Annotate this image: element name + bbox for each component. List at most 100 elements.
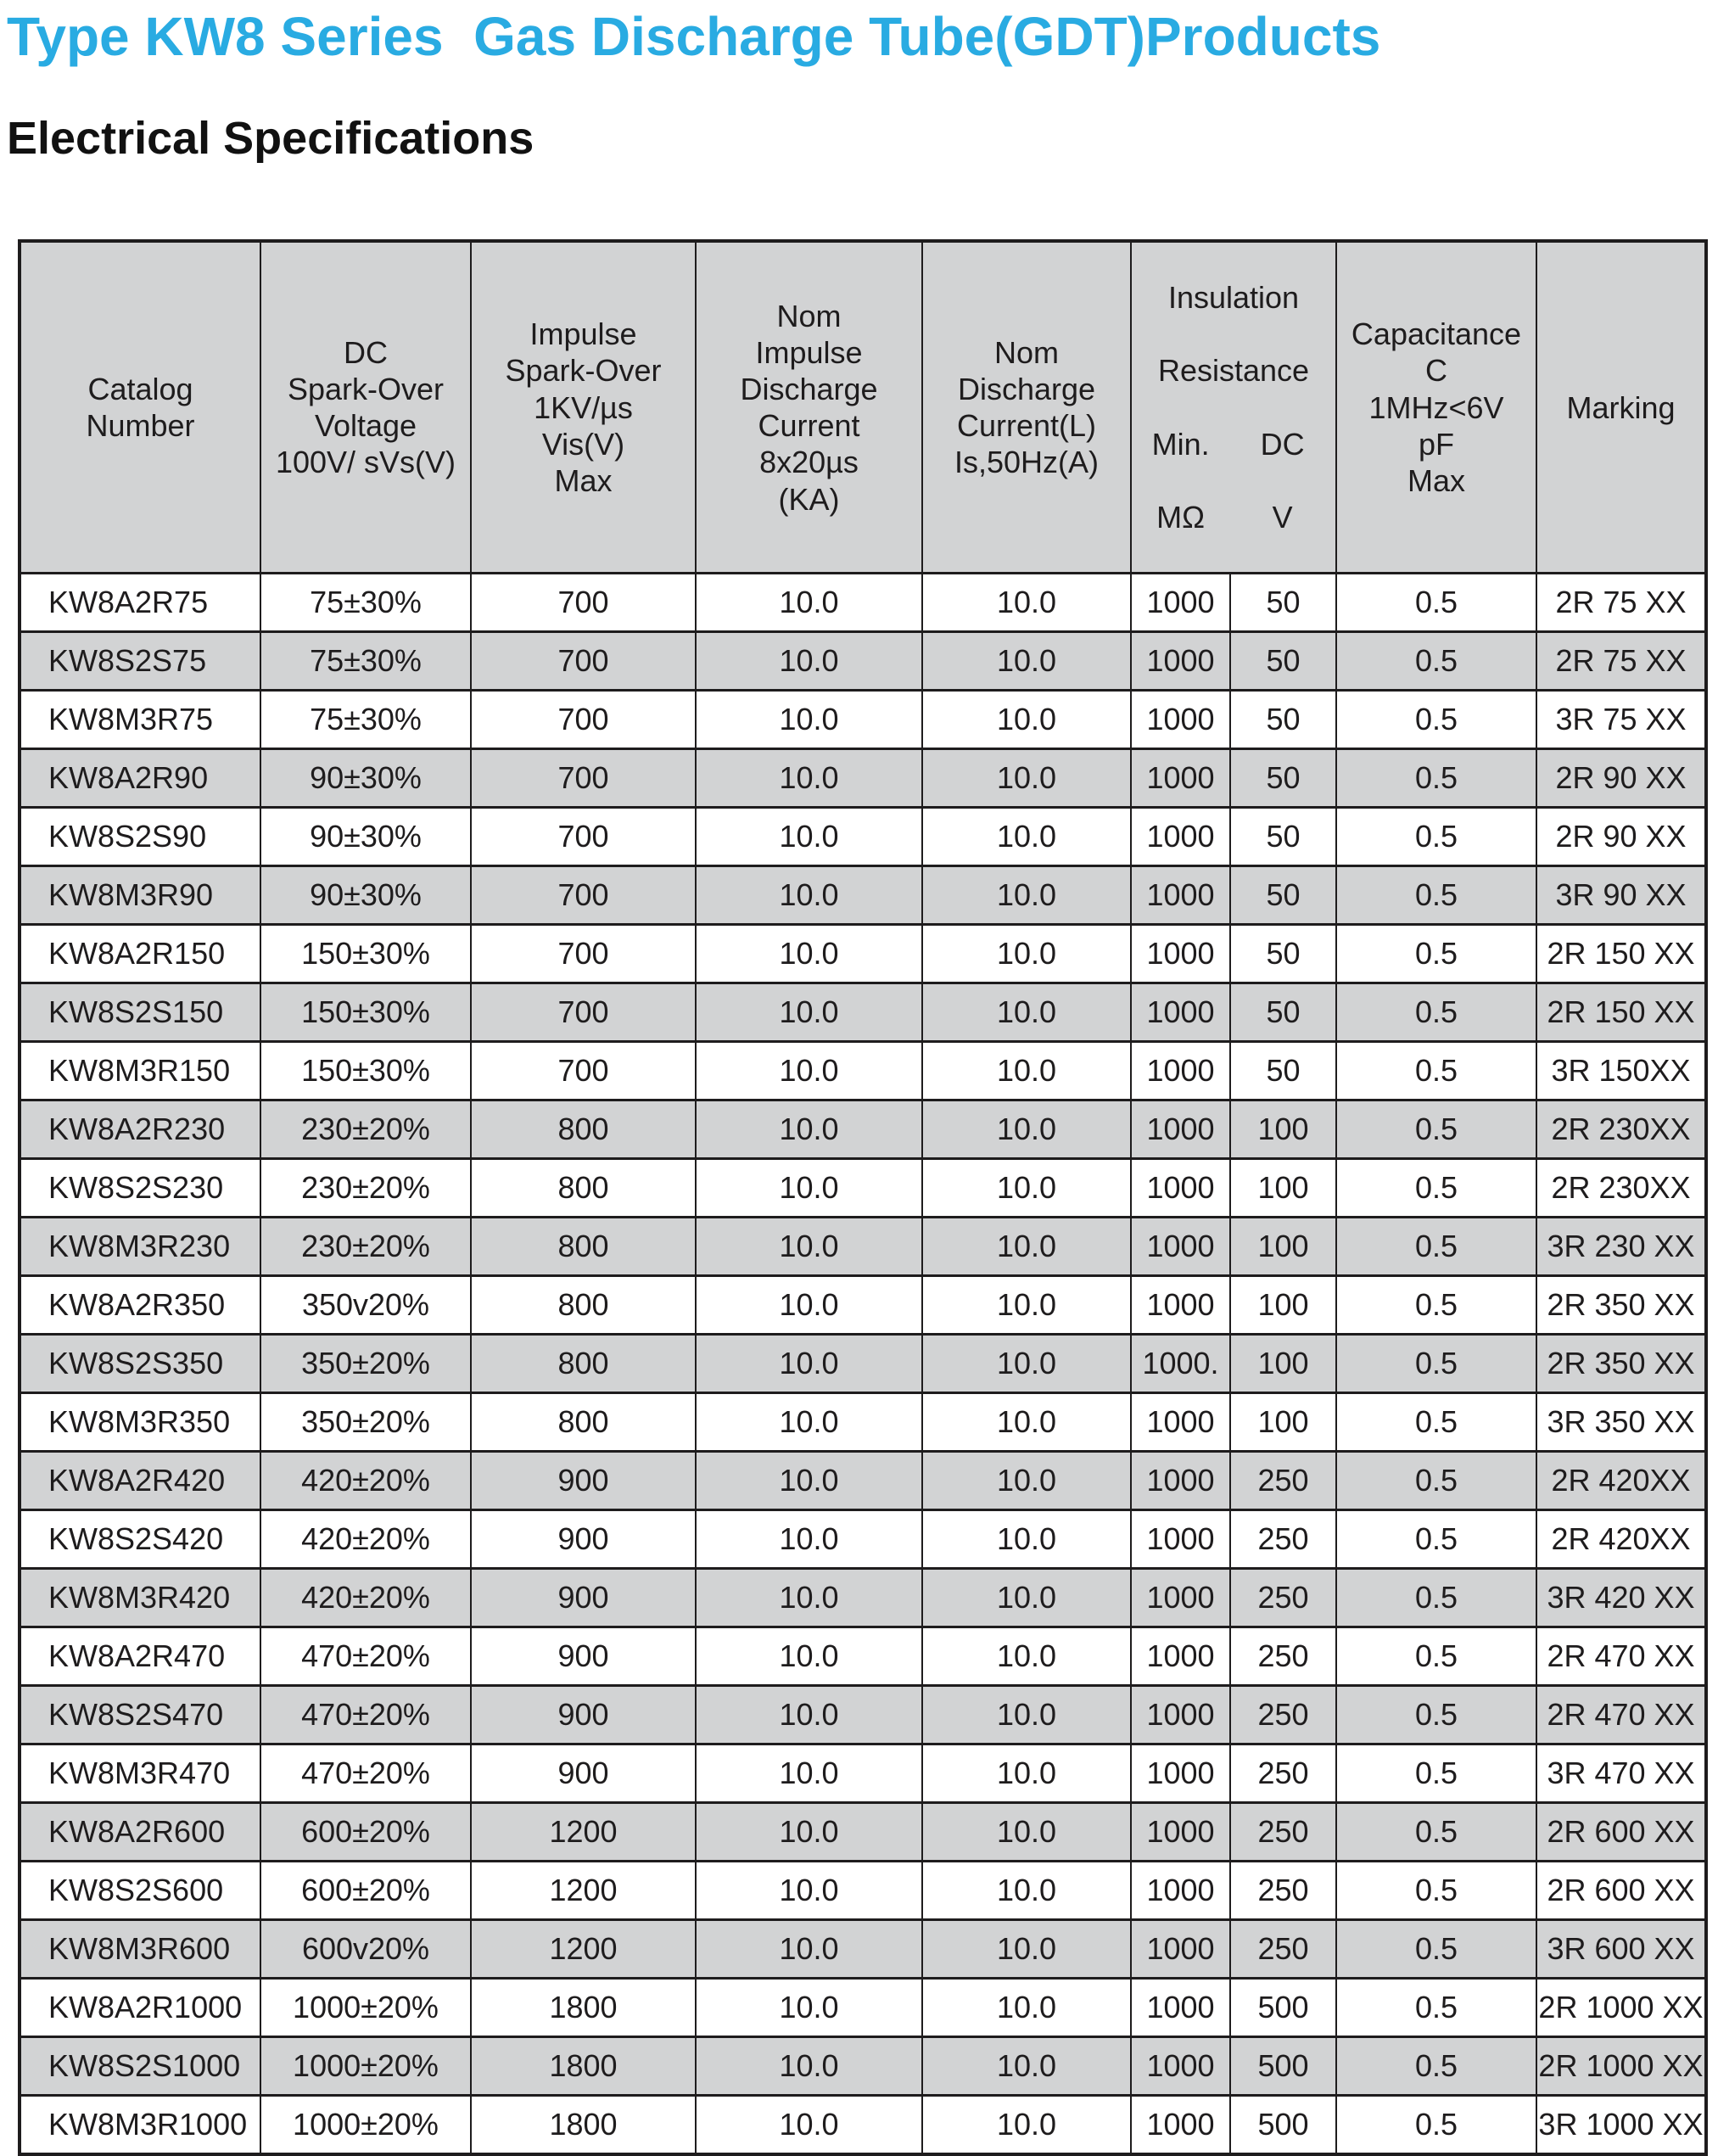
- cell-impulse-spark-over: 900: [470, 1743, 697, 1805]
- table-row: KW8S2S230 230±20% 800 10.0 10.0 1000 100 0.5 2R …: [19, 1157, 1707, 1219]
- cell-dc-spark-over-voltage: 420±20%: [260, 1567, 472, 1629]
- cell-nom-impulse-discharge-current: 10.0: [695, 630, 923, 692]
- table-row: KW8S2S90 90±30% 700 10.0 10.0 1000 50 0.5 2R 90 …: [19, 806, 1707, 868]
- cell-insulation-resistance-mohm: 1000: [1130, 1743, 1231, 1805]
- cell-dc-spark-over-voltage: 1000±20%: [260, 2036, 472, 2097]
- cell-dc-spark-over-voltage: 230±20%: [260, 1157, 472, 1219]
- insulation-mohm-label: MΩ: [1156, 500, 1206, 535]
- cell-insulation-resistance-mohm: 1000: [1130, 1509, 1231, 1571]
- cell-insulation-resistance-mohm: 1000: [1130, 1040, 1231, 1102]
- cell-capacitance: 0.5: [1335, 923, 1537, 985]
- insulation-resistance-label-line2: Resistance: [1157, 353, 1310, 389]
- cell-dc-spark-over-voltage: 150±30%: [260, 982, 472, 1044]
- cell-nom-impulse-discharge-current: 10.0: [695, 1977, 923, 2039]
- cell-dc-spark-over-voltage: 350±20%: [260, 1333, 472, 1395]
- cell-dc-spark-over-voltage: 420±20%: [260, 1450, 472, 1512]
- cell-nom-impulse-discharge-current: 10.0: [695, 1216, 923, 1278]
- cell-nom-discharge-current: 10.0: [921, 1157, 1132, 1219]
- header-nom-discharge-current: Nom Discharge Current(L) Is,50Hz(A): [921, 239, 1132, 575]
- cell-insulation-resistance-mohm: 1000: [1130, 2036, 1231, 2097]
- cell-nom-impulse-discharge-current: 10.0: [695, 748, 923, 809]
- cell-dc-spark-over-voltage: 350±20%: [260, 1392, 472, 1453]
- cell-marking: 3R 1000 XX: [1536, 2094, 1707, 2156]
- table-row: KW8A2R150 150±30% 700 10.0 10.0 1000 50 0.5 2R 1…: [19, 923, 1707, 985]
- cell-insulation-resistance-mohm: 1000: [1130, 1977, 1231, 2039]
- cell-marking: 2R 75 XX: [1536, 572, 1707, 634]
- cell-catalog-number: KW8A2R90: [19, 748, 261, 809]
- cell-dc-spark-over-voltage: 350v20%: [260, 1274, 472, 1336]
- cell-impulse-spark-over: 900: [470, 1626, 697, 1688]
- cell-marking: 2R 350 XX: [1536, 1333, 1707, 1395]
- cell-insulation-resistance-dcv: 100: [1229, 1099, 1337, 1161]
- cell-nom-impulse-discharge-current: 10.0: [695, 1099, 923, 1161]
- cell-impulse-spark-over: 800: [470, 1333, 697, 1395]
- cell-nom-discharge-current: 10.0: [921, 1801, 1132, 1863]
- cell-capacitance: 0.5: [1335, 1099, 1537, 1161]
- cell-impulse-spark-over: 1800: [470, 2094, 697, 2156]
- cell-capacitance: 0.5: [1335, 2094, 1537, 2156]
- cell-nom-impulse-discharge-current: 10.0: [695, 2094, 923, 2156]
- table-row: KW8S2S350 350±20% 800 10.0 10.0 1000. 100 0.5 2R…: [19, 1333, 1707, 1395]
- cell-capacitance: 0.5: [1335, 1918, 1537, 1980]
- cell-dc-spark-over-voltage: 600±20%: [260, 1801, 472, 1863]
- cell-insulation-resistance-mohm: 1000: [1130, 1450, 1231, 1512]
- cell-insulation-resistance-dcv: 250: [1229, 1684, 1337, 1746]
- cell-insulation-resistance-dcv: 50: [1229, 748, 1337, 809]
- cell-catalog-number: KW8S2S600: [19, 1860, 261, 1922]
- cell-nom-impulse-discharge-current: 10.0: [695, 1684, 923, 1746]
- cell-insulation-resistance-mohm: 1000: [1130, 1216, 1231, 1278]
- cell-impulse-spark-over: 700: [470, 572, 697, 634]
- cell-nom-discharge-current: 10.0: [921, 630, 1132, 692]
- cell-nom-impulse-discharge-current: 10.0: [695, 1333, 923, 1395]
- cell-dc-spark-over-voltage: 600±20%: [260, 1860, 472, 1922]
- cell-impulse-spark-over: 800: [470, 1274, 697, 1336]
- cell-capacitance: 0.5: [1335, 1509, 1537, 1571]
- table-row: KW8M3R75 75±30% 700 10.0 10.0 1000 50 0.5 3R 75 …: [19, 689, 1707, 751]
- cell-nom-discharge-current: 10.0: [921, 865, 1132, 927]
- cell-marking: 2R 90 XX: [1536, 806, 1707, 868]
- cell-capacitance: 0.5: [1335, 806, 1537, 868]
- table-row: KW8A2R75 75±30% 700 10.0 10.0 1000 50 0.5 2R 75 …: [19, 572, 1707, 634]
- cell-nom-impulse-discharge-current: 10.0: [695, 923, 923, 985]
- cell-dc-spark-over-voltage: 600v20%: [260, 1918, 472, 1980]
- cell-impulse-spark-over: 700: [470, 865, 697, 927]
- table-row: KW8M3R90 90±30% 700 10.0 10.0 1000 50 0.5 3R 90 …: [19, 865, 1707, 927]
- header-catalog-number: Catalog Number: [19, 239, 261, 575]
- cell-catalog-number: KW8M3R75: [19, 689, 261, 751]
- insulation-v-label: V: [1272, 500, 1293, 535]
- table-row: KW8S2S150 150±30% 700 10.0 10.0 1000 50 0.5 2R 1…: [19, 982, 1707, 1044]
- cell-catalog-number: KW8A2R75: [19, 572, 261, 634]
- cell-catalog-number: KW8S2S470: [19, 1684, 261, 1746]
- cell-insulation-resistance-mohm: 1000: [1130, 689, 1231, 751]
- cell-insulation-resistance-dcv: 100: [1229, 1216, 1337, 1278]
- cell-dc-spark-over-voltage: 75±30%: [260, 689, 472, 751]
- cell-marking: 3R 470 XX: [1536, 1743, 1707, 1805]
- table-row: KW8M3R600 600v20% 1200 10.0 10.0 1000 250 0.5 3R…: [19, 1918, 1707, 1980]
- cell-capacitance: 0.5: [1335, 1743, 1537, 1805]
- cell-capacitance: 0.5: [1335, 1567, 1537, 1629]
- cell-insulation-resistance-mohm: 1000: [1130, 982, 1231, 1044]
- cell-insulation-resistance-mohm: 1000: [1130, 923, 1231, 985]
- cell-catalog-number: KW8S2S75: [19, 630, 261, 692]
- insulation-subheader-row1: Min. DC: [1133, 426, 1335, 462]
- cell-insulation-resistance-mohm: 1000: [1130, 1860, 1231, 1922]
- cell-catalog-number: KW8S2S420: [19, 1509, 261, 1571]
- cell-nom-discharge-current: 10.0: [921, 2094, 1132, 2156]
- cell-catalog-number: KW8A2R470: [19, 1626, 261, 1688]
- cell-marking: 3R 420 XX: [1536, 1567, 1707, 1629]
- cell-impulse-spark-over: 1200: [470, 1860, 697, 1922]
- cell-dc-spark-over-voltage: 75±30%: [260, 630, 472, 692]
- cell-dc-spark-over-voltage: 470±20%: [260, 1684, 472, 1746]
- cell-insulation-resistance-dcv: 50: [1229, 572, 1337, 634]
- cell-impulse-spark-over: 700: [470, 630, 697, 692]
- cell-insulation-resistance-mohm: 1000: [1130, 1801, 1231, 1863]
- cell-catalog-number: KW8M3R350: [19, 1392, 261, 1453]
- section-heading: Electrical Specifications: [7, 113, 534, 165]
- cell-marking: 2R 420XX: [1536, 1509, 1707, 1571]
- header-capacitance: Capacitance C 1MHz<6V pF Max: [1335, 239, 1537, 575]
- cell-insulation-resistance-mohm: 1000: [1130, 1099, 1231, 1161]
- table-row: KW8S2S420 420±20% 900 10.0 10.0 1000 250 0.5 2R …: [19, 1509, 1707, 1571]
- cell-insulation-resistance-dcv: 50: [1229, 806, 1337, 868]
- cell-impulse-spark-over: 700: [470, 806, 697, 868]
- cell-nom-impulse-discharge-current: 10.0: [695, 1567, 923, 1629]
